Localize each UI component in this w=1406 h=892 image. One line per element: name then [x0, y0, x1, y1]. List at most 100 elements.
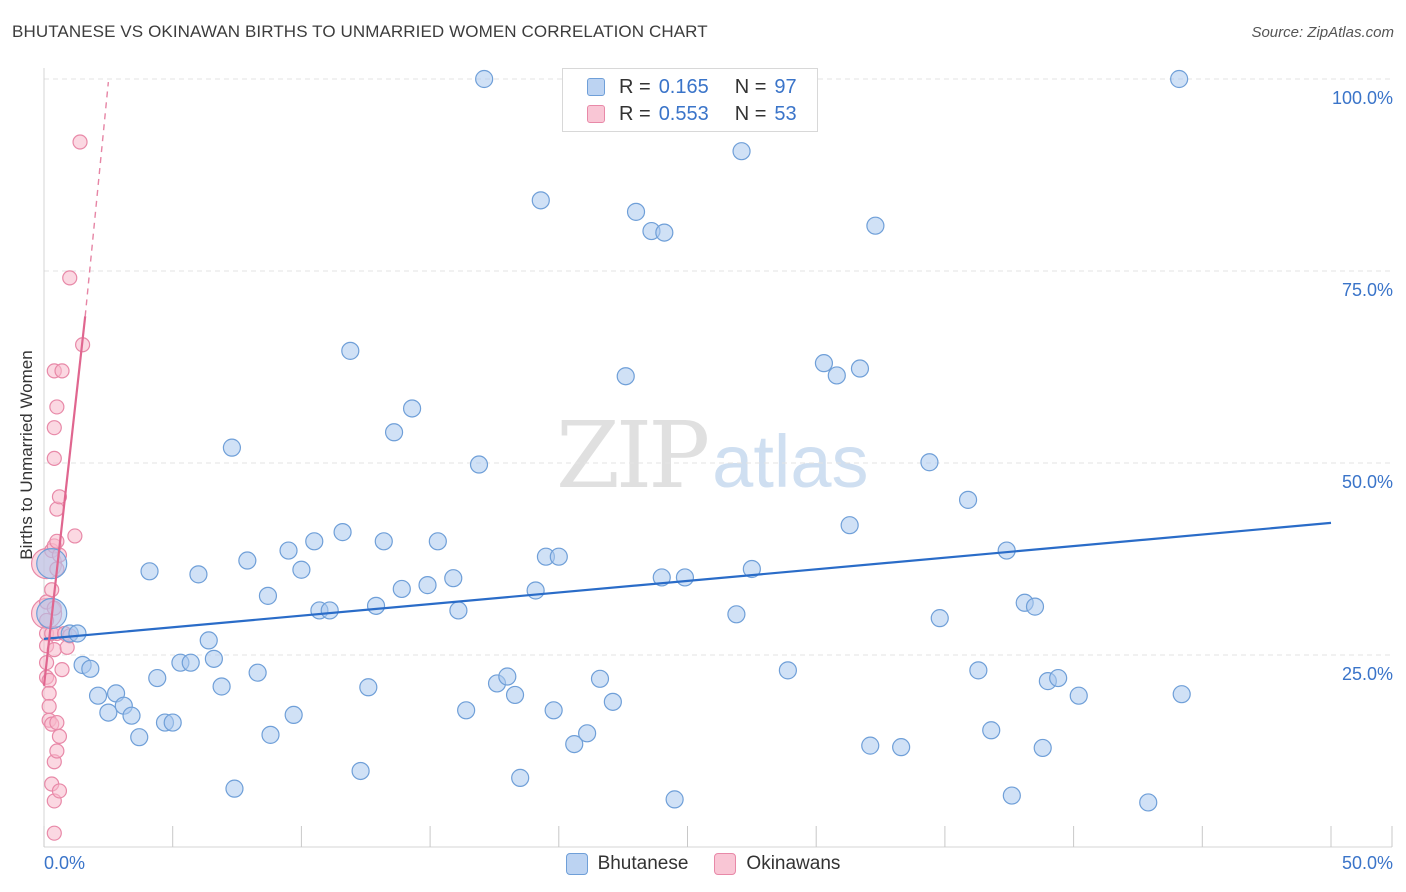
bhutanese-point — [392, 579, 411, 599]
bhutanese-point — [652, 568, 671, 587]
okinawans-point — [49, 743, 65, 759]
bhutanese-point — [148, 668, 167, 688]
watermark-atlas: atlas — [712, 420, 869, 503]
bhutanese-point — [366, 596, 386, 615]
n-label: N = — [734, 75, 767, 98]
okinawans-swatch — [587, 105, 605, 123]
okinawans-point — [49, 714, 65, 731]
bhutanese-point — [418, 576, 437, 595]
bhutanese-point — [222, 438, 242, 457]
okinawans-points — [30, 134, 91, 841]
bhutanese-point — [861, 736, 880, 755]
okinawans-point — [67, 528, 83, 544]
bhutanese-point — [284, 705, 303, 725]
bhutanese-point — [892, 738, 911, 757]
r-label: R = — [619, 102, 651, 125]
bhutanese-point — [81, 659, 100, 678]
bhutanese-point — [675, 568, 695, 587]
bhutanese-point — [351, 761, 370, 781]
bhutanese-point — [475, 69, 494, 89]
bhutanese-point — [920, 453, 939, 472]
bhutanese-swatch — [587, 78, 605, 96]
bhutanese-point — [1172, 685, 1191, 704]
okinawans-point — [41, 698, 57, 715]
legend-row-bhutanese: R = 0.165 N = 97 — [587, 75, 797, 99]
tick-labels: 25.0% 50.0% 75.0% 100.0% 0.0% 50.0% — [44, 88, 1393, 873]
bhutanese-point — [279, 541, 298, 560]
bhutanese-point — [1069, 686, 1088, 705]
source-credit: Source: ZipAtlas.com — [1251, 24, 1394, 41]
bhutanese-point — [590, 669, 610, 688]
bhutanese-point — [655, 223, 674, 242]
bhutanese-point — [402, 399, 422, 418]
bhutanese-point — [727, 605, 746, 624]
x-tick-label: 50.0% — [1342, 853, 1393, 873]
okinawans-point — [46, 825, 62, 841]
bhutanese-point — [181, 653, 200, 672]
legend-item-okinawans[interactable]: Okinawans — [714, 853, 840, 875]
okinawans-legend-swatch — [714, 853, 737, 875]
okinawans-point — [46, 420, 62, 436]
bhutanese-n-value: 97 — [774, 75, 797, 98]
bhutanese-point — [626, 202, 646, 221]
chart-title: BHUTANESE VS OKINAWAN BIRTHS TO UNMARRIE… — [12, 22, 708, 41]
x-tick-label: 0.0% — [44, 853, 85, 873]
bhutanese-point — [778, 661, 797, 680]
watermark-zip: ZIP — [556, 402, 710, 509]
r-label: R = — [619, 75, 651, 98]
bhutanese-point — [333, 523, 352, 542]
y-tick-label: 25.0% — [1342, 664, 1393, 684]
bhutanese-point — [292, 560, 311, 579]
bhutanese-point — [444, 569, 463, 588]
okinawans-point — [72, 134, 88, 150]
bhutanese-point — [498, 667, 517, 686]
bhutanese-point — [305, 532, 324, 551]
bhutanese-point — [36, 548, 68, 580]
bhutanese-point — [565, 734, 584, 754]
okinawans-point — [46, 450, 62, 466]
okinawans-point — [41, 685, 57, 702]
bhutanese-point — [1025, 597, 1045, 616]
y-tick-label: 50.0% — [1342, 472, 1393, 492]
bhutanese-point — [199, 631, 218, 650]
series-legend: Bhutanese Okinawans — [0, 852, 1406, 876]
bhutanese-point — [320, 601, 339, 620]
bhutanese-point — [866, 216, 885, 235]
y-tick-label: 75.0% — [1342, 280, 1393, 300]
axis-layer — [43, 68, 1393, 848]
bhutanese-point — [1033, 738, 1052, 758]
bhutanese-point — [212, 677, 231, 696]
bhutanese-point — [122, 706, 141, 725]
bhutanese-point — [511, 768, 530, 787]
legend-item-bhutanese[interactable]: Bhutanese — [565, 853, 688, 875]
okinawans-point — [51, 489, 68, 505]
bhutanese-point — [449, 601, 468, 620]
trend-lines — [42, 82, 1332, 686]
okinawans-point — [54, 661, 70, 678]
bhutanese-point — [258, 586, 278, 605]
stats-legend: R = 0.165 N = 97 R = 0.553 N = 53 — [562, 68, 818, 132]
bhutanese-point — [982, 721, 1001, 740]
bhutanese-point — [189, 565, 208, 584]
bhutanese-point — [1170, 69, 1189, 89]
bhutanese-point — [1139, 793, 1158, 812]
okinawans-point — [44, 582, 60, 598]
bhutanese-point — [1049, 668, 1068, 688]
bhutanese-point — [549, 547, 568, 566]
bhutanese-r-value: 0.165 — [658, 75, 709, 98]
bhutanese-point — [130, 728, 149, 747]
bhutanese-point — [88, 686, 108, 705]
okinawans-n-value: 53 — [774, 102, 797, 125]
bhutanese-point — [616, 367, 635, 386]
bhutanese-legend-swatch — [565, 853, 588, 875]
bhutanese-point — [930, 609, 949, 628]
bhutanese-point — [526, 581, 545, 600]
bhutanese-point — [469, 455, 489, 474]
bhutanese-point — [384, 423, 404, 442]
okinawans-trend-line — [42, 316, 87, 686]
bhutanese-point — [204, 649, 223, 668]
okinawans-r-value: 0.553 — [658, 102, 709, 125]
bhutanese-point — [827, 366, 846, 385]
bhutanese-point — [544, 701, 563, 720]
bhutanese-point — [99, 703, 118, 722]
